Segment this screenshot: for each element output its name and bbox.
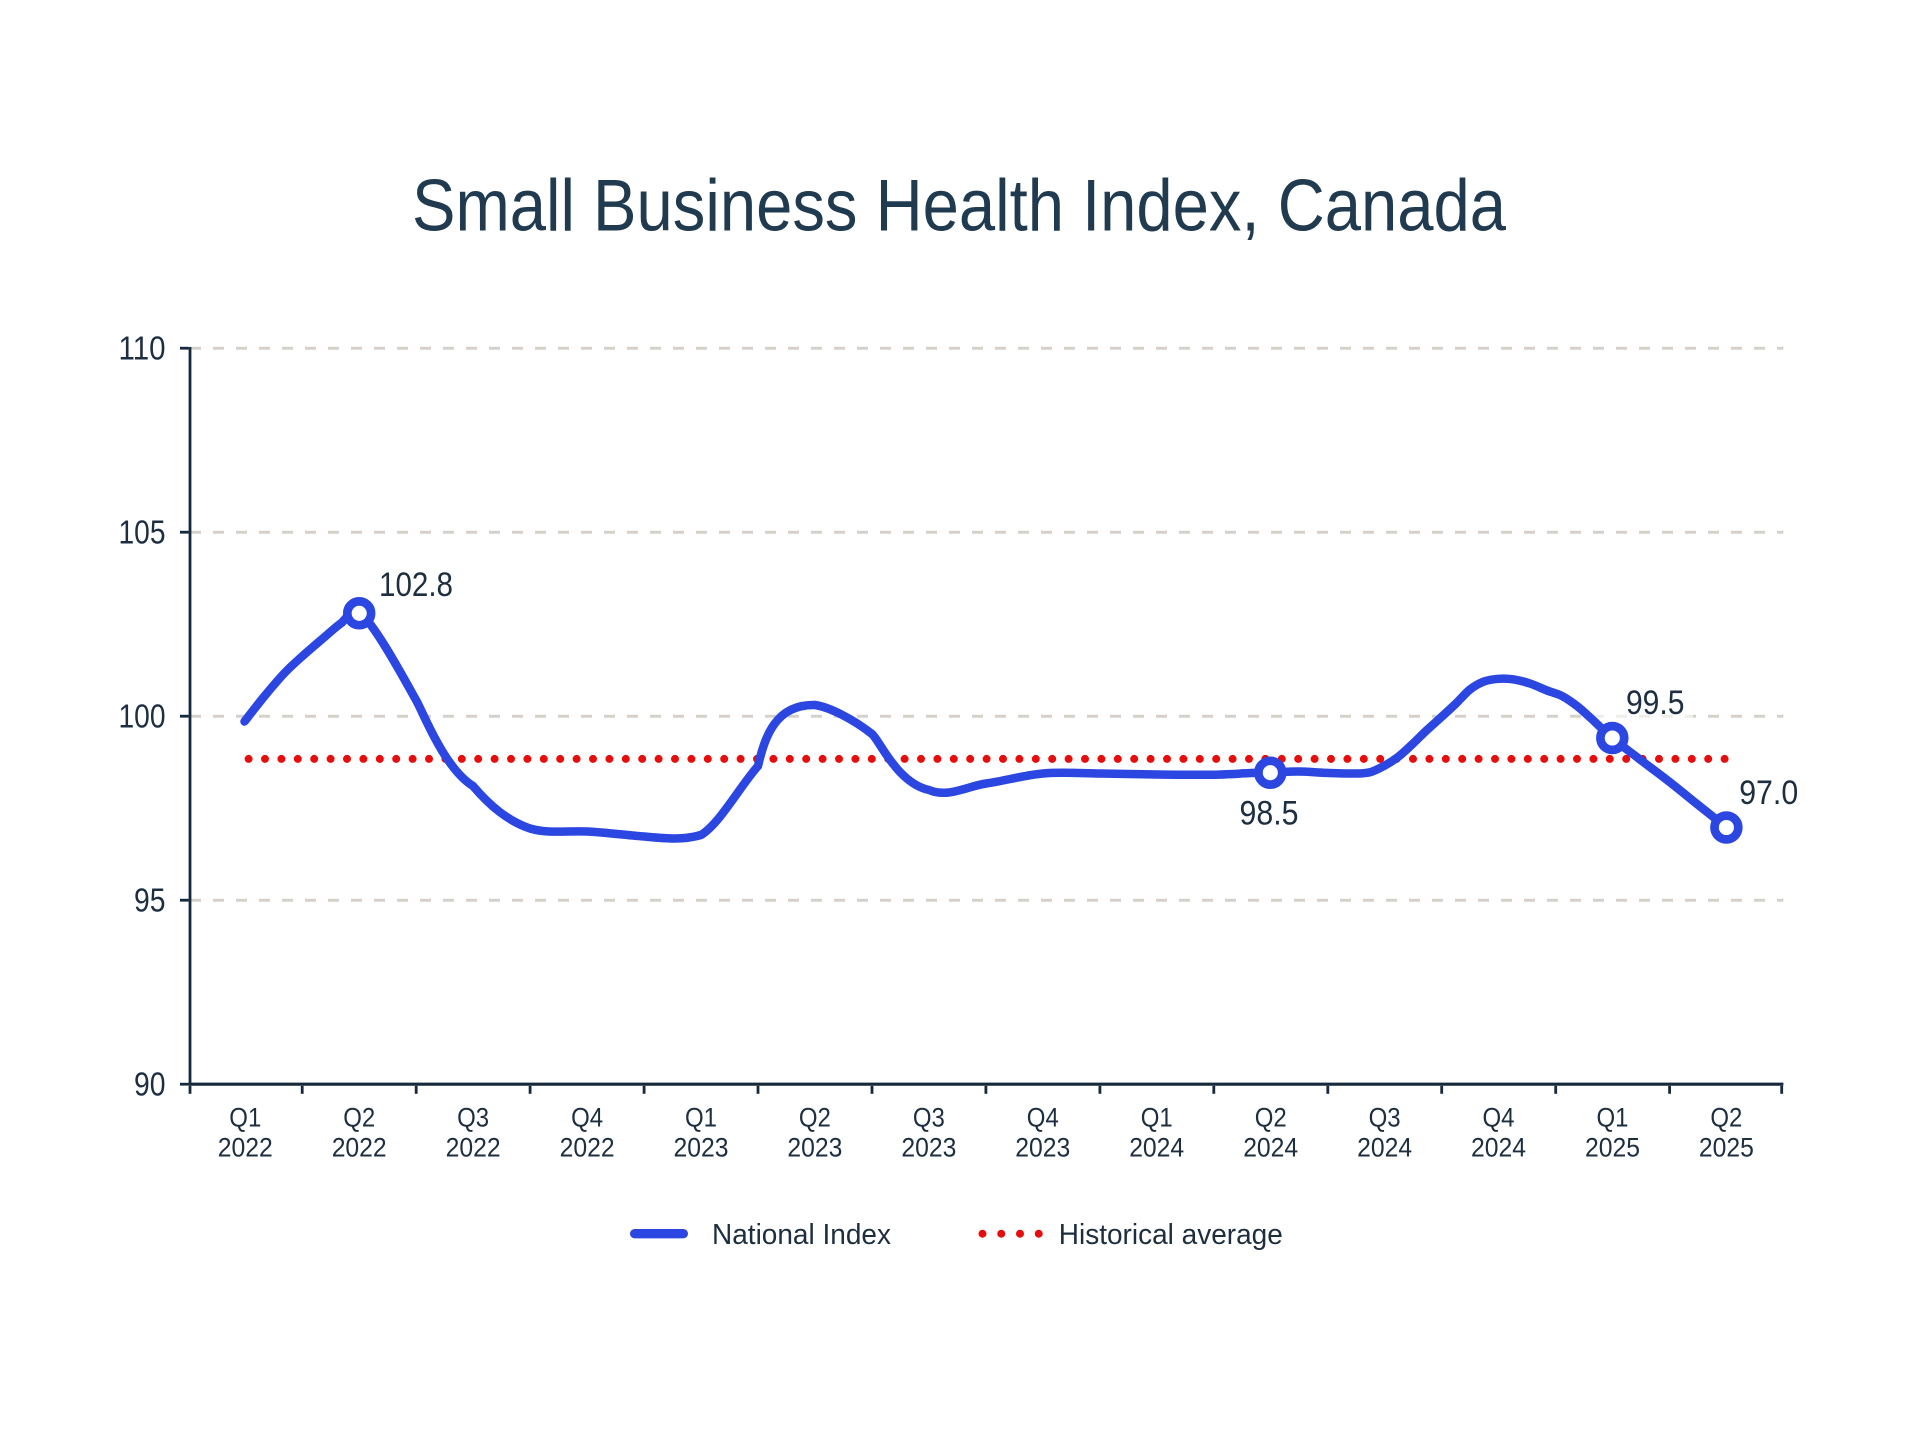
- svg-text:110: 110: [119, 330, 166, 367]
- svg-text:98.5: 98.5: [1240, 795, 1299, 833]
- svg-text:2022: 2022: [446, 1133, 501, 1163]
- svg-text:Q3: Q3: [1369, 1103, 1401, 1133]
- svg-text:2025: 2025: [1585, 1133, 1640, 1163]
- svg-text:2023: 2023: [674, 1133, 729, 1163]
- svg-text:Q4: Q4: [1483, 1103, 1515, 1133]
- svg-text:2022: 2022: [332, 1133, 387, 1163]
- svg-text:90: 90: [134, 1066, 166, 1103]
- svg-text:2024: 2024: [1243, 1133, 1298, 1163]
- svg-text:2022: 2022: [560, 1133, 615, 1163]
- svg-text:2025: 2025: [1699, 1133, 1754, 1163]
- svg-text:102.8: 102.8: [379, 566, 453, 604]
- svg-text:105: 105: [119, 514, 166, 551]
- svg-text:Q1: Q1: [229, 1103, 261, 1133]
- svg-text:Q3: Q3: [913, 1103, 945, 1133]
- svg-text:Q2: Q2: [1710, 1103, 1742, 1133]
- svg-text:Q2: Q2: [799, 1103, 831, 1133]
- svg-text:99.5: 99.5: [1626, 684, 1685, 722]
- svg-text:2024: 2024: [1357, 1133, 1412, 1163]
- svg-text:2023: 2023: [1015, 1133, 1070, 1163]
- svg-text:2022: 2022: [218, 1133, 273, 1163]
- svg-text:Q1: Q1: [685, 1103, 717, 1133]
- svg-text:National Index: National Index: [712, 1219, 891, 1251]
- svg-text:2023: 2023: [901, 1133, 956, 1163]
- svg-text:Q2: Q2: [1255, 1103, 1287, 1133]
- svg-text:Q3: Q3: [457, 1103, 489, 1133]
- svg-text:Q1: Q1: [1597, 1103, 1629, 1133]
- svg-text:Q4: Q4: [571, 1103, 603, 1133]
- svg-text:Small Business Health Index, C: Small Business Health Index, Canada: [412, 166, 1506, 247]
- svg-text:Q1: Q1: [1141, 1103, 1173, 1133]
- svg-text:2024: 2024: [1471, 1133, 1526, 1163]
- svg-text:2024: 2024: [1129, 1133, 1184, 1163]
- svg-text:Q4: Q4: [1027, 1103, 1059, 1133]
- svg-text:97.0: 97.0: [1739, 774, 1798, 812]
- svg-text:95: 95: [134, 882, 166, 919]
- svg-text:100: 100: [119, 698, 166, 735]
- svg-text:Q2: Q2: [343, 1103, 375, 1133]
- svg-text:2023: 2023: [787, 1133, 842, 1163]
- svg-text:Historical average: Historical average: [1059, 1219, 1283, 1251]
